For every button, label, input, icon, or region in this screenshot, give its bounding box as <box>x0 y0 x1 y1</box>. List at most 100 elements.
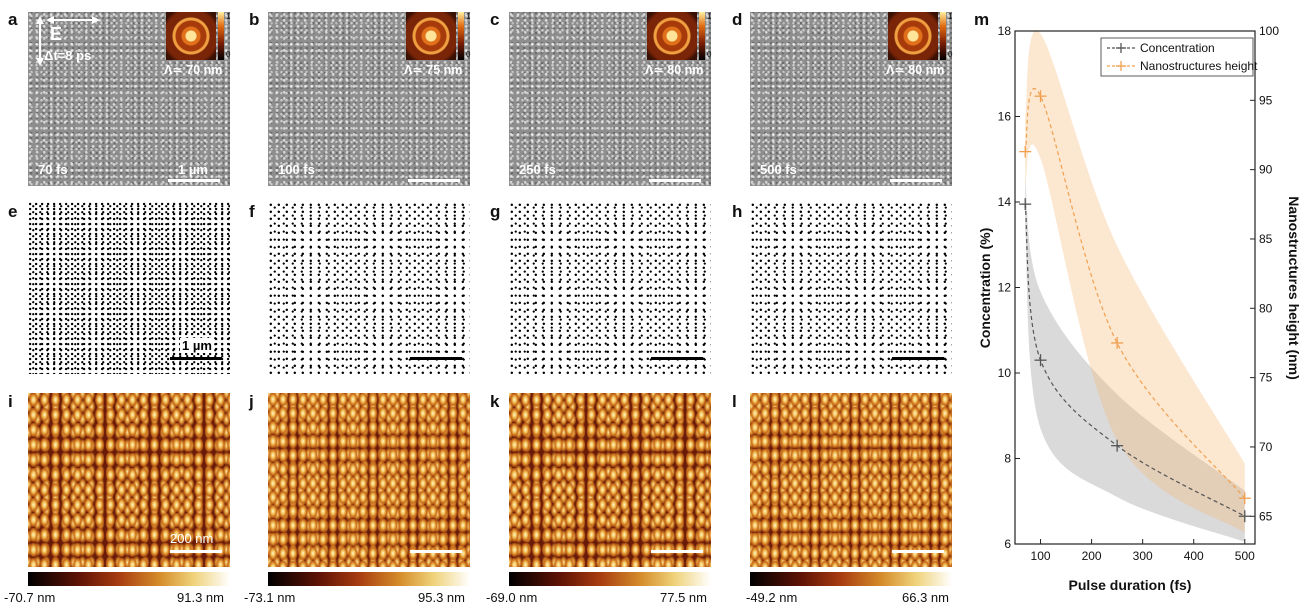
legend-height-label: Nanostructures height <box>1140 59 1258 73</box>
y-tick-label: 16 <box>998 110 1012 124</box>
colorbar-max: 95.3 nm <box>418 590 465 605</box>
colorbar-min: -73.1 nm <box>244 590 296 605</box>
y2-tick-label: 65 <box>1259 509 1273 523</box>
confidence-band-concentration <box>1025 178 1245 542</box>
sem-image-100fs: Λ≃ 75 nm 100 fs <box>268 12 470 186</box>
x-tick-label: 300 <box>1133 549 1153 563</box>
data-point-height <box>1238 492 1251 505</box>
x-tick-label: 500 <box>1235 549 1255 563</box>
chart-pulse-duration: 100 200 300 400 500 6 8 10 12 14 16 18 65 70 75 80 85 90 9… <box>980 24 1302 593</box>
afm-image-500fs <box>750 393 952 567</box>
panel-label-b: b <box>249 10 260 29</box>
sem-image-250fs: Λ≃ 80 nm 250 fs <box>509 12 711 186</box>
legend-concentration-label: Concentration <box>1140 41 1215 55</box>
y2-tick-label: 70 <box>1259 440 1273 454</box>
binary-image-250fs <box>509 202 711 374</box>
fft-colorbar <box>699 12 705 60</box>
afm-colorbar-500fs <box>750 572 952 586</box>
binary-scale-bar <box>170 357 222 360</box>
y-tick-label: 8 <box>1004 452 1011 466</box>
panel-label-m: m <box>974 10 990 29</box>
panel-label-j: j <box>249 392 254 411</box>
pulse-label: 500 fs <box>760 162 797 177</box>
y2-axis-label: Nanostructures height (nm) <box>1286 196 1302 380</box>
scale-bar <box>649 179 701 182</box>
data-point-height <box>1034 90 1047 103</box>
colorbar-min: -49.2 nm <box>746 590 798 605</box>
binary-image-500fs <box>750 202 952 374</box>
scale-label: 1 µm <box>178 162 208 177</box>
panel-label-a: a <box>8 10 18 29</box>
y-tick-label: 10 <box>998 366 1012 380</box>
data-point-height <box>1111 336 1124 349</box>
field-label: E <box>50 24 63 44</box>
series-line-concentration <box>1024 204 1246 517</box>
afm-colorbar-70fs <box>28 572 230 586</box>
fft-inset <box>647 12 697 60</box>
panel-label-c: c <box>490 10 500 29</box>
data-point-height <box>1019 145 1032 158</box>
fft-inset <box>888 12 938 60</box>
colorbar-max: 77.5 nm <box>660 590 707 605</box>
y2-tick-label: 80 <box>1259 301 1273 315</box>
period-label: Λ≃ 80 nm <box>886 63 945 77</box>
period-label: Λ≃ 75 nm <box>404 63 463 77</box>
x-tick-label: 400 <box>1184 549 1204 563</box>
binary-scale-bar <box>892 357 944 360</box>
pulse-label: 70 fs <box>38 162 68 177</box>
legend-box <box>1100 37 1254 77</box>
scale-bar <box>408 179 460 182</box>
field-arrows-icon <box>36 16 100 66</box>
binary-scale-bar <box>410 357 462 360</box>
data-point-concentration <box>1111 439 1124 452</box>
panel-label-k: k <box>490 392 500 411</box>
data-point-concentration <box>1019 198 1032 211</box>
sem-image-500fs: Λ≃ 80 nm 500 fs <box>750 12 952 186</box>
scale-bar <box>890 179 942 182</box>
afm-scale-label: 200 nm <box>170 531 214 546</box>
y-tick-label: 18 <box>998 24 1012 38</box>
fft-tick-max: 1 <box>707 12 712 21</box>
sem-image-70fs: E Δt=8 ps Λ≃ 70 nm 70 fs 1 µm <box>28 12 230 186</box>
afm-scale-bar <box>892 550 944 553</box>
panel-label-l: l <box>732 392 737 411</box>
afm-image-250fs <box>509 393 711 567</box>
y2-tick-label: 85 <box>1259 232 1273 246</box>
afm-image-100fs <box>268 393 470 567</box>
binary-image-70fs: 1 µm <box>28 202 230 374</box>
fft-tick-max: 1 <box>948 12 953 21</box>
x-tick-label: 200 <box>1082 549 1102 563</box>
binary-scale-bar <box>651 357 703 360</box>
fft-inset <box>166 12 216 60</box>
series-line-height <box>1024 87 1246 499</box>
panel-label-i: i <box>8 392 13 411</box>
fft-tick-max: 1 <box>466 12 471 21</box>
fft-tick-min: 0 <box>226 50 231 59</box>
colorbar-min: -69.0 nm <box>486 590 538 605</box>
legend: Concentration Nanostructures height <box>1100 37 1258 77</box>
y-axis-label: Concentration (%) <box>980 228 993 349</box>
y2-tick-label: 90 <box>1259 163 1273 177</box>
y-tick-label: 12 <box>998 281 1012 295</box>
binary-scale-label: 1 µm <box>180 338 214 353</box>
x-tick-label: 100 <box>1031 549 1051 563</box>
colorbar-max: 66.3 nm <box>902 590 949 605</box>
scale-bar <box>168 179 220 182</box>
fft-tick-min: 0 <box>948 50 953 59</box>
afm-colorbar-100fs <box>268 572 470 586</box>
y-tick-label: 6 <box>1004 537 1011 551</box>
afm-scale-bar <box>651 550 703 553</box>
y2-tick-label: 100 <box>1259 24 1279 38</box>
fft-colorbar <box>218 12 224 60</box>
panel-label-g: g <box>490 202 501 221</box>
pulse-label: 250 fs <box>519 162 556 177</box>
x-axis-label: Pulse duration (fs) <box>1069 577 1192 593</box>
y2-tick-label: 75 <box>1259 371 1273 385</box>
fft-colorbar <box>940 12 946 60</box>
afm-colorbar-250fs <box>509 572 711 586</box>
period-label: Λ≃ 80 nm <box>645 63 704 77</box>
y2-tick-label: 95 <box>1259 93 1273 107</box>
fft-tick-min: 0 <box>707 50 712 59</box>
panel-label-d: d <box>732 10 743 29</box>
binary-image-100fs <box>268 202 470 374</box>
